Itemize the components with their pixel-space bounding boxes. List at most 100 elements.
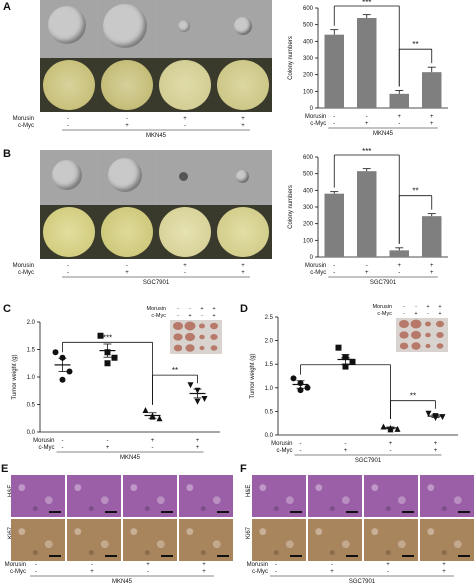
cmyc-sign: - <box>184 123 186 129</box>
y-tick-label: 500 <box>303 172 314 178</box>
cmyc-sign: - <box>275 569 277 575</box>
y-tick-label: 600 <box>303 155 314 161</box>
colony-dish <box>43 60 95 110</box>
tumor <box>436 332 444 338</box>
colony-dish <box>159 207 211 257</box>
data-point <box>104 360 111 367</box>
morusin-label: Morusin <box>5 562 26 568</box>
cmyc-sign: - <box>333 270 335 276</box>
tumor <box>184 321 196 331</box>
tumor <box>410 330 422 340</box>
inset-cmyc-label: c-Myc <box>151 313 166 319</box>
cmyc-label: c-Myc <box>18 123 34 129</box>
cell-line-label: SGC7901 <box>355 458 382 464</box>
morusin-sign: + <box>430 263 434 269</box>
sphere-image <box>40 150 97 205</box>
he-tissue-image <box>420 475 474 517</box>
bar <box>389 93 409 108</box>
tumor <box>410 319 422 329</box>
panel-label-d: D <box>240 303 248 315</box>
cmyc-sign: - <box>184 270 186 276</box>
inset-morusin-sign: - <box>415 304 417 310</box>
sphere-image <box>40 0 97 58</box>
y-tick-label: 100 <box>303 89 314 95</box>
morusin-sign: - <box>275 562 277 568</box>
inset-cmyc-sign: + <box>212 313 215 319</box>
y-axis-label: Colony numbers <box>288 185 294 229</box>
sig-stars: ** <box>412 187 418 196</box>
sphere-image-row-a <box>40 0 272 58</box>
colony-dish-row-b <box>40 205 272 259</box>
data-point <box>52 349 59 356</box>
tumor <box>185 344 195 352</box>
he-tissue-image <box>67 475 121 517</box>
cmyc-sign: + <box>106 445 110 451</box>
y-tick-label: 0 <box>310 255 314 261</box>
data-point <box>342 363 349 370</box>
data-point <box>156 415 163 422</box>
y-axis-label: Colony numbers <box>288 36 294 80</box>
inset-cmyc-sign: - <box>427 311 429 317</box>
cmyc-sign: + <box>365 270 369 276</box>
data-point <box>439 414 446 421</box>
data-point <box>187 382 194 389</box>
cell-line-label: MKN45 <box>373 131 394 137</box>
inset-morusin-sign: - <box>189 306 191 312</box>
inset-morusin-sign: - <box>177 306 179 312</box>
y-tick-label: 500 <box>303 23 314 29</box>
tumor <box>436 320 444 328</box>
cmyc-sign: - <box>62 445 64 451</box>
cell-line-label: MKN45 <box>112 579 133 585</box>
ki67-tissue-image <box>11 519 65 561</box>
panel-label-b: B <box>3 148 11 160</box>
inset-cmyc-sign: + <box>414 311 417 317</box>
bar <box>422 216 442 257</box>
sphere-image <box>214 0 272 58</box>
tumor <box>210 322 218 330</box>
data-point <box>201 396 208 402</box>
y-tick-label: 600 <box>303 6 314 12</box>
morusin-sign: + <box>241 116 245 122</box>
inset-morusin-sign: + <box>438 304 441 310</box>
y-tick-label: 0.0 <box>27 430 36 436</box>
cmyc-sign: + <box>344 448 348 454</box>
morusin-sign: + <box>389 441 393 447</box>
cmyc-sign: + <box>90 569 94 575</box>
ki67-tissue-image <box>123 519 177 561</box>
morusin-sign: - <box>331 562 333 568</box>
cell-line-label: SGC7901 <box>143 280 170 286</box>
scale-bar <box>49 555 61 557</box>
morusin-sign: - <box>62 438 64 444</box>
ki67-tissue-image <box>364 519 418 561</box>
tumor <box>399 331 409 339</box>
data-point <box>380 423 387 430</box>
cmyc-sign: - <box>67 270 69 276</box>
inset-morusin-label: Morusin <box>372 304 392 310</box>
morusin-sign: + <box>241 263 245 269</box>
morusin-sign: + <box>397 114 401 120</box>
cmyc-sign: + <box>202 569 206 575</box>
morusin-sign: - <box>67 263 69 269</box>
morusin-sign: + <box>151 438 155 444</box>
tumor <box>399 320 409 328</box>
data-point <box>97 332 104 339</box>
sig-stars: ** <box>412 40 418 49</box>
tumor <box>425 332 431 338</box>
cell-line-label: SGC7901 <box>349 579 376 585</box>
data-point <box>66 368 73 375</box>
cell-line-label: MKN45 <box>146 133 167 139</box>
colony-dish <box>101 207 153 257</box>
data-point <box>304 384 311 391</box>
data-point <box>194 398 201 405</box>
y-tick-label: 1.0 <box>265 386 274 392</box>
cmyc-label: c-Myc <box>277 448 293 454</box>
cmyc-sign: + <box>434 448 438 454</box>
y-tick-label: 0.0 <box>265 433 274 439</box>
morusin-sign: - <box>107 438 109 444</box>
sphere-image <box>156 0 213 58</box>
cmyc-sign: - <box>387 569 389 575</box>
morusin-sign: - <box>366 114 368 120</box>
cmyc-sign: + <box>125 270 129 276</box>
cmyc-label: c-Myc <box>39 445 55 451</box>
